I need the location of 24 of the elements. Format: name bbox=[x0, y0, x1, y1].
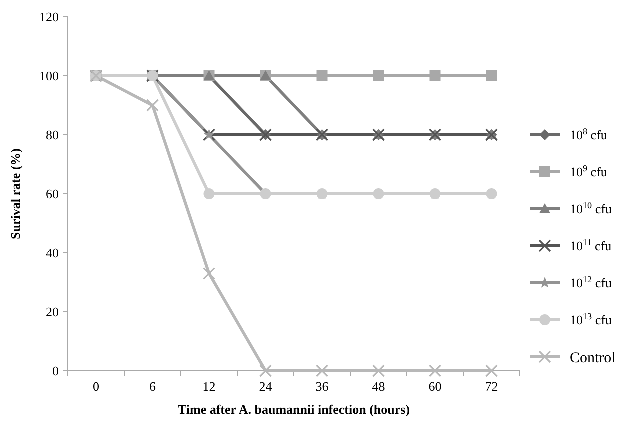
x-tick-label: 48 bbox=[372, 379, 386, 394]
legend-label: 10$^{11}$ cfu bbox=[570, 238, 612, 254]
legend-label: 10$^{9}$ cfu bbox=[570, 164, 608, 180]
x-tick-label: 6 bbox=[150, 379, 156, 394]
y-tick-label: 40 bbox=[46, 246, 59, 261]
y-axis-title: Surival rate (%) bbox=[8, 148, 23, 240]
x-tick-label: 72 bbox=[485, 379, 498, 394]
legend-label: 10$^{8}$ cfu bbox=[570, 126, 608, 143]
y-tick-label: 80 bbox=[46, 128, 59, 143]
y-tick-label: 120 bbox=[40, 10, 59, 25]
x-tick-label: 24 bbox=[259, 379, 273, 394]
x-axis-title: Time after A. baumannii infection (hours) bbox=[178, 402, 410, 417]
legend-label: 10$^{12}$ cfu bbox=[570, 274, 612, 291]
x-tick-label: 60 bbox=[428, 379, 442, 394]
y-tick-label: 60 bbox=[46, 186, 59, 202]
y-tick-label: 20 bbox=[46, 304, 59, 320]
x-tick-label: 0 bbox=[93, 379, 100, 394]
legend-label: Control bbox=[570, 350, 616, 366]
y-tick-label: 0 bbox=[52, 364, 59, 379]
legend-label: 10$^{13}$ cfu bbox=[570, 312, 612, 328]
y-tick-label: 100 bbox=[40, 68, 59, 84]
legend-label: 10$^{10}$ cfu bbox=[570, 200, 612, 217]
x-tick-label: 12 bbox=[202, 379, 216, 394]
x-tick-label: 36 bbox=[316, 379, 330, 394]
